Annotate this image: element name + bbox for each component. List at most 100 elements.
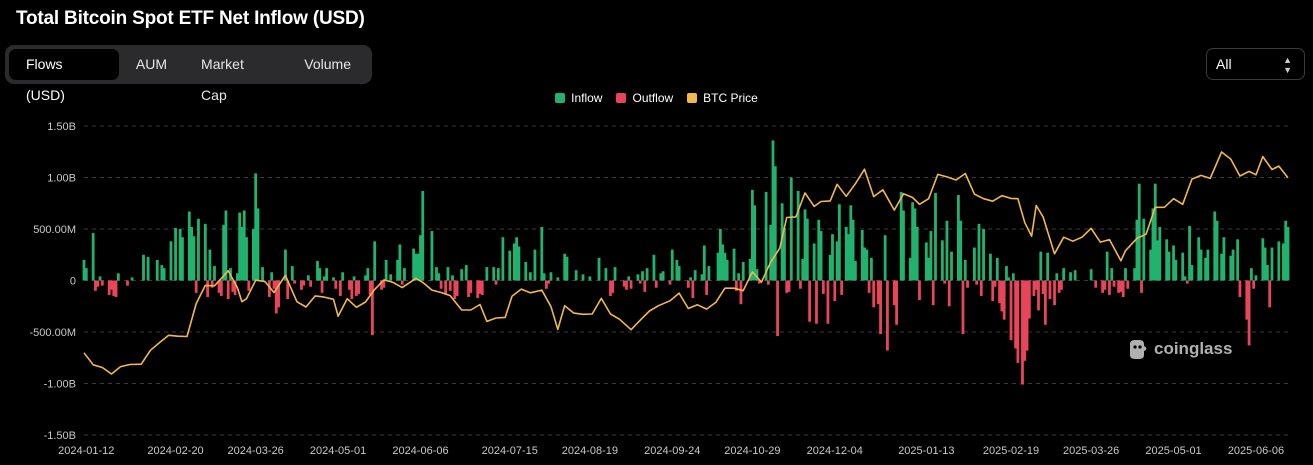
- tab-aum[interactable]: AUM: [135, 56, 168, 72]
- inflow-bar: [1284, 220, 1288, 281]
- outflow-bar: [975, 280, 979, 285]
- outflow-bar: [654, 280, 658, 288]
- inflow-bar: [934, 192, 937, 281]
- outflow-bar: [1238, 280, 1242, 297]
- outflow-bar: [334, 280, 338, 289]
- inflow-bar: [796, 190, 800, 281]
- inflow-bar: [689, 277, 692, 281]
- inflow-bar: [977, 223, 981, 281]
- inflow-bar: [341, 272, 345, 281]
- inflow-bar: [1236, 239, 1240, 281]
- inflow-bar: [929, 231, 933, 281]
- outflow-bar: [368, 280, 372, 295]
- outflow-bar: [320, 280, 324, 293]
- legend-swatch-btc-price: [687, 93, 698, 103]
- inflow-bar: [819, 231, 823, 281]
- inflow-bar: [528, 272, 532, 281]
- inflow-bar: [1231, 249, 1235, 281]
- outflow-bar: [268, 280, 271, 297]
- x-tick-label: 2024-12-04: [807, 445, 863, 457]
- inflow-bar: [849, 205, 853, 281]
- btc-price-line: [83, 151, 1289, 375]
- x-tick-label: 2025-05-01: [1145, 445, 1201, 457]
- inflow-bar: [412, 248, 416, 281]
- inflow-bar: [517, 246, 521, 281]
- outflow-bar: [448, 280, 452, 291]
- range-select[interactable]: All ▲ ▼: [1206, 48, 1305, 80]
- inflow-bar: [732, 248, 736, 281]
- outflow-bar: [705, 280, 709, 295]
- inflow-bar: [844, 226, 848, 281]
- outflow-bar: [233, 280, 237, 295]
- outflow-bar: [966, 280, 969, 288]
- inflow-bar: [853, 260, 857, 281]
- legend-item-inflow[interactable]: Inflow: [555, 91, 602, 105]
- inflow-bar: [902, 210, 905, 281]
- inflow-bar: [366, 268, 370, 281]
- outflow-bar: [293, 280, 296, 284]
- outflow-bar: [1247, 280, 1251, 346]
- inflow-bar: [645, 268, 649, 281]
- y-tick-label: -1.50B: [44, 430, 76, 442]
- outflow-bar: [478, 280, 482, 294]
- outflow-bar: [1185, 280, 1189, 284]
- outflow-bar: [1140, 280, 1143, 293]
- inflow-bar: [604, 268, 608, 281]
- inflow-bar: [146, 256, 150, 281]
- inflow-bar: [549, 272, 553, 281]
- inflow-bar: [155, 259, 159, 281]
- inflow-bar: [963, 259, 967, 281]
- inflow-bar: [235, 273, 239, 281]
- inflow-bar: [242, 210, 246, 281]
- inflow-bar: [192, 236, 196, 281]
- outflow-bar: [625, 280, 628, 290]
- inflow-bar: [865, 249, 869, 281]
- inflow-bar: [721, 244, 725, 281]
- x-tick-label: 2025-06-06: [1228, 445, 1284, 457]
- inflow-bar: [783, 227, 786, 281]
- inflow-bar: [496, 268, 500, 281]
- chart-legend: Inflow Outflow BTC Price: [0, 91, 1313, 105]
- inflow-bar: [764, 191, 768, 281]
- inflow-bar: [803, 209, 807, 281]
- inflow-bar: [98, 276, 102, 281]
- inflow-bar: [256, 208, 260, 281]
- tab-flows[interactable]: Flows (USD): [9, 49, 119, 103]
- outflow-bar: [1103, 280, 1107, 290]
- tab-volume[interactable]: Volume: [304, 56, 351, 72]
- tab-market-cap[interactable]: Market Cap: [201, 56, 244, 103]
- outflow-bar: [96, 280, 100, 287]
- outflow-bar: [734, 280, 738, 291]
- x-tick-label: 2024-07-15: [482, 445, 538, 457]
- inflow-bar: [613, 267, 617, 281]
- inflow-bar: [581, 274, 585, 281]
- inflow-bar: [1165, 239, 1169, 281]
- inflow-bar: [1124, 268, 1127, 281]
- inflow-bar: [940, 240, 944, 281]
- inflow-bar: [130, 277, 134, 281]
- outflow-bar: [107, 280, 111, 295]
- outflow-bar: [1032, 280, 1036, 296]
- inflow-bar: [956, 195, 960, 281]
- outflow-bar: [668, 280, 672, 285]
- inflow-bar: [435, 267, 438, 281]
- inflow-bar: [169, 241, 173, 281]
- outflow-bar: [611, 280, 615, 293]
- y-tick-label: 0: [70, 276, 76, 288]
- inflow-bar: [224, 210, 228, 281]
- inflow-bar: [501, 237, 505, 281]
- x-tick-label: 2025-03-26: [1063, 445, 1119, 457]
- inflow-bar: [437, 273, 441, 281]
- y-tick-label: 1.50B: [47, 121, 76, 133]
- inflow-bar: [533, 249, 537, 281]
- outflow-bar: [247, 280, 251, 291]
- legend-item-outflow[interactable]: Outflow: [616, 91, 673, 105]
- legend-item-btc-price[interactable]: BTC Price: [687, 91, 758, 105]
- inflow-bar: [716, 252, 720, 281]
- inflow-bar: [464, 265, 468, 281]
- outflow-bar: [1014, 280, 1018, 349]
- outflow-bar: [544, 280, 548, 289]
- legend-swatch-outflow: [616, 93, 627, 103]
- outflow-bar: [467, 280, 470, 297]
- inflow-bar: [332, 277, 335, 281]
